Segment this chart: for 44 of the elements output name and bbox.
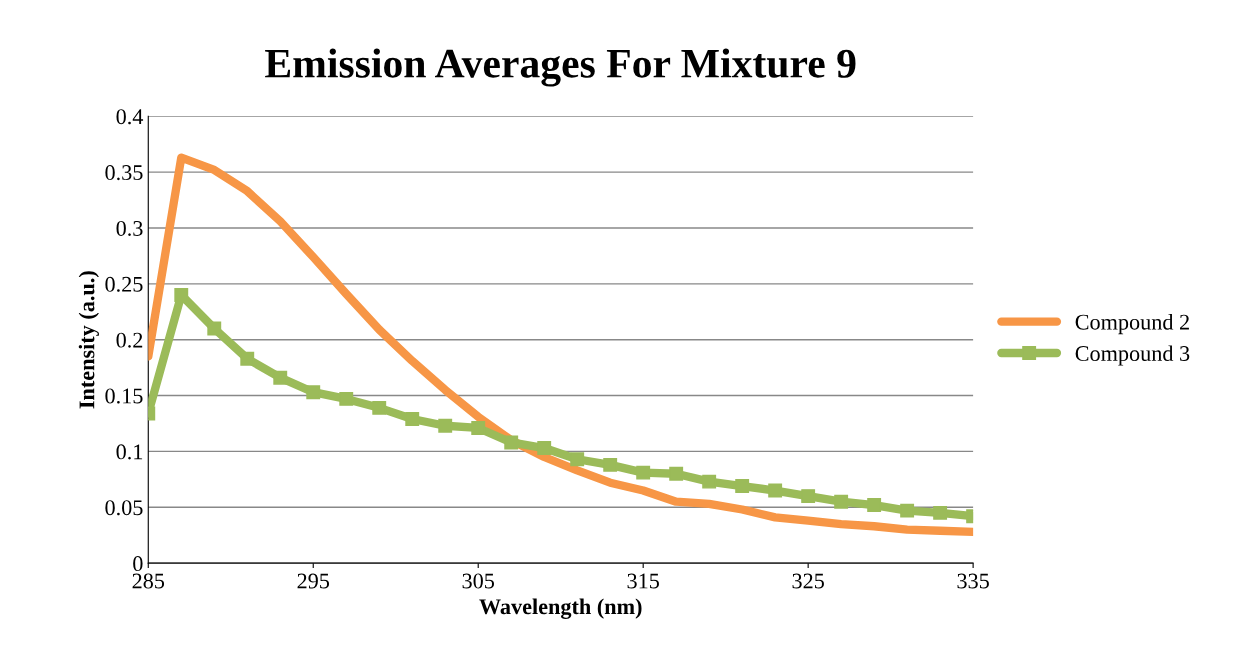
point [933,505,948,520]
y-axis-title: Intensity (a.u.) [78,271,99,409]
y-tick-label: 0 [133,556,143,572]
point [306,385,321,400]
x-tick-label: 295 [297,573,330,589]
point [735,479,750,493]
y-tick-label: 0.3 [116,220,143,236]
x-axis-title: Wavelength (nm) [479,598,642,619]
point [636,465,651,480]
y-tick-label: 0.1 [116,444,143,460]
x-tick-label: 285 [132,573,165,589]
y-tick-label: 0.05 [105,500,143,516]
point [570,452,585,467]
point [603,457,618,472]
point [537,441,552,456]
point [867,498,882,512]
x-tick-label: 335 [957,573,989,589]
point [240,351,255,366]
point [900,503,915,518]
legend-label: Compound 2 [1075,313,1189,335]
point [438,418,453,433]
point [273,370,288,385]
y-tick-label: 0.4 [116,109,144,125]
point [207,321,222,336]
y-tick-label: 0.35 [105,165,143,181]
point [768,483,783,498]
point [504,435,519,450]
y-tick-label: 0.2 [116,332,143,348]
legend-label: Compound 3 [1075,345,1190,366]
point [174,288,189,302]
point [372,400,387,415]
point [669,466,684,481]
x-tick-label: 315 [627,573,659,589]
x-tick-label: 305 [462,573,495,589]
chart-title: Emission Averages For Mixture 9 [265,48,856,87]
point [834,494,849,509]
point [801,489,816,504]
y-tick-label: 0.15 [105,388,143,404]
point [405,412,420,426]
point [471,421,486,435]
x-tick-label: 325 [792,573,824,589]
point [339,391,354,406]
y-tick-label: 0.25 [105,276,143,292]
point [702,474,717,489]
